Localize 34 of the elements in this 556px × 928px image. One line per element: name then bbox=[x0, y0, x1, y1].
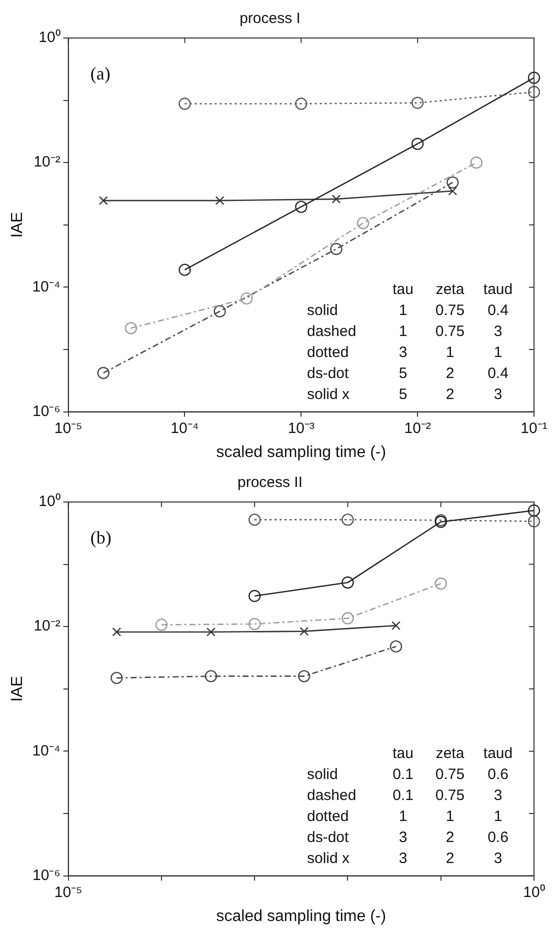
x-tick-label: 10⁻² bbox=[404, 420, 431, 437]
y-tick-label: 10⁻² bbox=[34, 154, 60, 171]
x-tick-label: 10⁻⁵ bbox=[54, 420, 82, 437]
text: solid 0.1 0.75 0.6 bbox=[307, 766, 508, 783]
annotation: (a) bbox=[90, 64, 110, 84]
chart-title: process I bbox=[240, 10, 300, 28]
y-tick-label: 10⁻² bbox=[34, 618, 60, 635]
x-axis-title: scaled sampling time (-) bbox=[216, 444, 386, 461]
text: solid x 3 2 3 bbox=[307, 850, 502, 867]
y-tick-label: 10⁻⁶ bbox=[32, 866, 60, 884]
text: ds-dot 5 2 0.4 bbox=[307, 364, 508, 382]
y-tick-label: 10⁻⁴ bbox=[32, 278, 60, 296]
chart-title: process II bbox=[237, 474, 303, 492]
text: dotted 3 1 1 bbox=[307, 344, 502, 361]
y-tick-label: 10⁻⁴ bbox=[32, 742, 60, 760]
x-axis-title: scaled sampling time (-) bbox=[216, 908, 386, 925]
y-axis-title: IAE bbox=[9, 676, 26, 702]
x-tick-label: 10⁻⁵ bbox=[54, 884, 82, 901]
y-tick-label: 10⁰ bbox=[38, 29, 60, 46]
text: dashed 0.1 0.75 3 bbox=[307, 786, 502, 804]
x-tick-label: 10⁻¹ bbox=[520, 420, 548, 437]
text: dotted 1 1 1 bbox=[307, 808, 502, 825]
text: tau zeta taud bbox=[392, 280, 513, 298]
text: tau zeta taud bbox=[392, 744, 513, 762]
y-tick-label: 10⁻⁶ bbox=[32, 402, 60, 420]
x-tick-label: 10⁻⁴ bbox=[170, 420, 199, 437]
annotation: (b) bbox=[90, 528, 112, 548]
x-tick-label: 10⁻³ bbox=[288, 420, 315, 437]
text: ds-dot 3 2 0.6 bbox=[307, 828, 508, 846]
y-tick-label: 10⁰ bbox=[38, 493, 60, 510]
text: dashed 1 0.75 3 bbox=[307, 322, 502, 340]
text: solid x 5 2 3 bbox=[307, 386, 502, 403]
y-axis-title: IAE bbox=[9, 212, 26, 238]
text: solid 1 0.75 0.4 bbox=[307, 302, 508, 319]
